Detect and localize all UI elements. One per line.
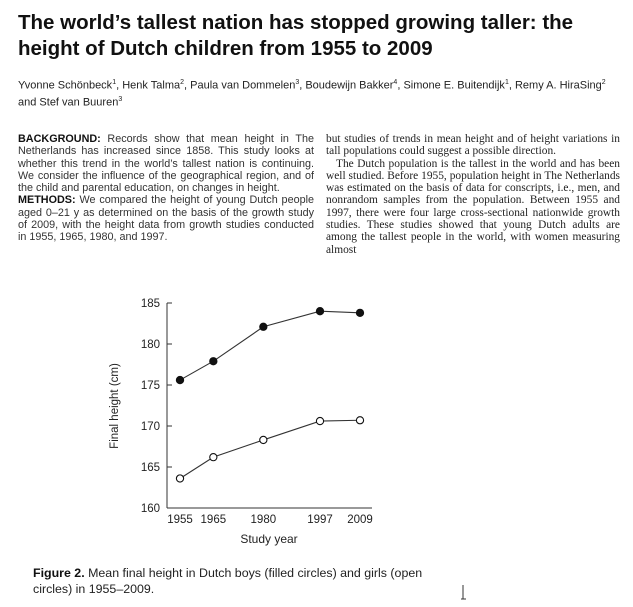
caption-text: Mean final height in Dutch boys (filled … — [33, 566, 423, 596]
author-affiliation: 3 — [295, 79, 300, 86]
caption-label: Figure 2. — [33, 566, 85, 580]
y-tick-label: 175 — [141, 380, 160, 392]
data-point-girls — [259, 435, 268, 445]
author-name: Stef van Buuren — [39, 96, 119, 109]
y-tick-label: 185 — [141, 298, 160, 310]
abstract-column: BACKGROUND: Records show that mean heigh… — [18, 133, 314, 244]
author-name: Henk Talma — [122, 79, 181, 92]
body-paragraph-1: but studies of trends in mean height and… — [326, 133, 620, 158]
author-affiliation: 2 — [180, 79, 185, 86]
x-tick-label: 1955 — [167, 514, 193, 526]
author-name: Remy A. HiraSing — [514, 79, 602, 92]
x-tick-label: 1997 — [307, 514, 333, 526]
data-point-boys — [355, 308, 365, 317]
data-point-girls — [175, 474, 185, 483]
author-affiliation: 2 — [601, 79, 606, 86]
y-axis-label: Final height (cm) — [109, 363, 121, 449]
author-affiliation: 4 — [393, 79, 398, 86]
x-tick-label: 1980 — [251, 514, 277, 526]
background-text: Records show that mean height in The Net… — [18, 133, 314, 195]
author-name: Boudewijn Bakker — [305, 79, 394, 92]
y-tick-label: 160 — [141, 503, 160, 515]
author-name: Paula van Dommelen — [190, 79, 296, 92]
author-name: Simone E. Buitendijk — [403, 79, 505, 92]
data-point-boys — [259, 322, 268, 331]
series-line-girls — [179, 419, 361, 479]
abstract-methods: METHODS: We compared the height of young… — [18, 194, 314, 243]
data-point-boys — [175, 375, 185, 385]
data-point-boys — [209, 357, 218, 366]
y-tick-label: 170 — [141, 421, 160, 433]
series-line-boys — [179, 310, 361, 381]
data-point-girls — [209, 453, 218, 462]
author-name: Yvonne Schönbeck — [18, 79, 113, 92]
y-tick-label: 165 — [141, 462, 160, 474]
x-tick-label: 1965 — [201, 514, 227, 526]
x-ticks: 1955 1965 1980 1997 2009 — [167, 514, 373, 526]
paper-title: The world’s tallest nation has stopped g… — [18, 11, 574, 60]
body-paragraph-2: The Dutch population is the tallest in t… — [326, 157, 620, 256]
background-label: BACKGROUND: — [18, 133, 101, 145]
text-cursor-icon — [461, 585, 466, 600]
x-tick-label: 2009 — [347, 514, 373, 526]
author-affiliation: 3 — [118, 95, 123, 103]
series-group — [175, 307, 365, 483]
figure-caption: Figure 2. Mean final height in Dutch boy… — [33, 566, 453, 597]
author-affiliation: 1 — [504, 79, 509, 86]
methods-label: METHODS: — [18, 194, 76, 207]
abstract-background: BACKGROUND: Records show that mean heigh… — [18, 133, 314, 194]
y-tick-label: 180 — [141, 339, 160, 351]
author-list: Yvonne Schönbeck1, Henk Talma2, Paula va… — [18, 79, 606, 109]
data-point-girls — [315, 416, 325, 426]
body-column: but studies of trends in mean height and… — [326, 133, 620, 256]
author-affiliation: 1 — [112, 79, 117, 86]
data-point-boys — [315, 307, 325, 316]
data-point-girls — [355, 416, 365, 425]
methods-text: We compared the height of young Dutch pe… — [18, 194, 314, 244]
y-ticks: 160 165 170 175 180 185 — [141, 298, 172, 515]
x-axis-label: Study year — [240, 532, 297, 546]
